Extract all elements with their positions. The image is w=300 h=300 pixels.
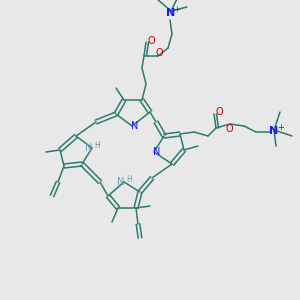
Text: O: O: [155, 48, 163, 58]
Text: N: N: [167, 8, 176, 18]
Text: +: +: [278, 122, 284, 131]
Text: N: N: [117, 177, 125, 187]
Text: N: N: [85, 143, 93, 153]
Text: +: +: [174, 5, 180, 14]
Text: O: O: [147, 36, 155, 46]
Text: H: H: [94, 142, 100, 151]
Text: N: N: [153, 147, 161, 157]
Text: O: O: [225, 124, 233, 134]
Text: O: O: [215, 107, 223, 117]
Text: N: N: [269, 126, 279, 136]
Text: N: N: [131, 121, 139, 131]
Text: H: H: [126, 176, 132, 184]
